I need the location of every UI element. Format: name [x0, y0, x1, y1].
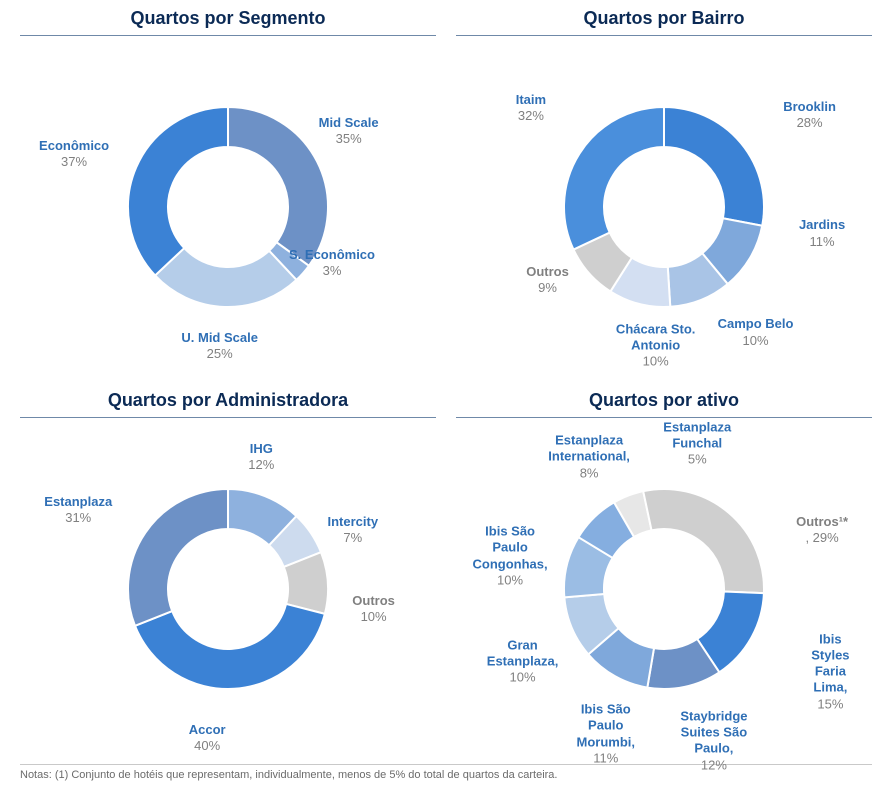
slice-label: IHG12% [248, 441, 274, 474]
slice-label-pct: , 29% [796, 530, 848, 546]
slice-label-name: Econômico [39, 138, 109, 154]
slice-label: Itaim32% [516, 92, 546, 125]
slice-label: Mid Scale35% [319, 115, 379, 148]
slice-label: Gran Estanplaza,10% [487, 637, 559, 686]
slice [664, 107, 764, 226]
slice-label-pct: 9% [526, 280, 569, 296]
slice-label: Campo Belo10% [718, 316, 794, 349]
slice-label: Intercity7% [328, 513, 379, 546]
slice [564, 107, 664, 250]
slice-label-name: Brooklin [783, 98, 836, 114]
slice-label: Staybridge Suites São Paulo,12% [680, 708, 747, 773]
slice-label: Outros10% [352, 593, 395, 626]
slice-label-pct: 37% [39, 154, 109, 170]
slice-label-pct: 10% [616, 354, 695, 370]
panel-admin: Quartos por Administradora IHG12% Interci… [20, 390, 436, 754]
slice-label: Outros¹*, 29% [796, 513, 848, 546]
page: Quartos por Segmento Mid Scale35% S. Econ… [0, 0, 892, 793]
slice-label-pct: 10% [473, 572, 548, 588]
chart-area-admin: IHG12% Intercity7% Outros10% Accor40% Estanp… [20, 424, 436, 754]
slice-label-pct: 15% [810, 696, 852, 712]
slice-label-pct: 31% [44, 510, 112, 526]
slice-label-pct: 3% [289, 263, 375, 279]
slice-label-pct: 25% [181, 346, 258, 362]
slice-label-pct: 10% [352, 609, 395, 625]
slice-label-pct: 11% [799, 233, 845, 249]
slice-label-name: Estanplaza International, [548, 433, 630, 466]
panel-title: Quartos por Bairro [456, 8, 872, 36]
slice [128, 107, 228, 275]
slice-label-name: Outros¹* [796, 513, 848, 529]
slice-label-pct: 11% [577, 750, 636, 766]
slice-label-pct: 5% [663, 452, 731, 468]
slice-label: Accor40% [189, 721, 226, 754]
slice-label: Chácara Sto. Antonio10% [616, 321, 695, 370]
slice-label-name: Ibis São Paulo Congonhas, [473, 524, 548, 573]
slice-label-name: Itaim [516, 92, 546, 108]
slice-label-name: Intercity [328, 513, 379, 529]
slice-label: Estanplaza International,8% [548, 433, 630, 482]
slice-label-name: Accor [189, 721, 226, 737]
slice-label-name: Estanplaza Funchal [663, 419, 731, 452]
slice-label-pct: 12% [248, 457, 274, 473]
donut-ativo [564, 489, 764, 689]
slice-label-name: Outros [526, 263, 569, 279]
slice-label-name: Estanplaza [44, 494, 112, 510]
slice-label: Ibis São Paulo Congonhas,10% [473, 524, 548, 589]
slice-label-name: U. Mid Scale [181, 329, 258, 345]
slice-label-name: IHG [248, 441, 274, 457]
slice-label-name: Chácara Sto. Antonio [616, 321, 695, 354]
slice-label-name: Campo Belo [718, 316, 794, 332]
slice-label: Estanplaza Funchal5% [663, 419, 731, 468]
slice-label: Jardins11% [799, 217, 845, 250]
slice-label: U. Mid Scale25% [181, 329, 258, 362]
slice-label: Outros9% [526, 263, 569, 296]
slice-label-name: Staybridge Suites São Paulo, [680, 708, 747, 757]
slice-label: S. Econômico3% [289, 247, 375, 280]
slice-label: Ibis Styles Faria Lima,15% [810, 631, 852, 712]
slice-label: Brooklin28% [783, 98, 836, 131]
slice-label-name: Ibis Styles Faria Lima, [810, 631, 852, 696]
slice-label: Estanplaza31% [44, 494, 112, 527]
slice-label-pct: 28% [783, 115, 836, 131]
donut-admin [128, 489, 328, 689]
chart-grid: Quartos por Segmento Mid Scale35% S. Econ… [20, 8, 872, 754]
slice-label-pct: 8% [548, 465, 630, 481]
slice-label-pct: 35% [319, 131, 379, 147]
slice-label-name: Mid Scale [319, 115, 379, 131]
chart-area-segmento: Mid Scale35% S. Econômico3% U. Mid Scale25… [20, 42, 436, 372]
slice-label-pct: 10% [718, 332, 794, 348]
chart-area-bairro: Brooklin28%Jardins11%Campo Belo10%Chácar… [456, 42, 872, 372]
slice-label-pct: 40% [189, 738, 226, 754]
chart-area-ativo: Estanplaza Funchal5%Outros¹*, 29%Ibis St… [456, 424, 872, 754]
slice-label-name: S. Econômico [289, 247, 375, 263]
slice-label-pct: 7% [328, 530, 379, 546]
slice-label-pct: 12% [680, 757, 747, 773]
slice-label-name: Jardins [799, 217, 845, 233]
panel-ativo: Quartos por ativo Estanplaza Funchal5% Ou… [456, 390, 872, 754]
slice-label-name: Gran Estanplaza, [487, 637, 559, 670]
slice-label-pct: 10% [487, 670, 559, 686]
slice [228, 107, 328, 266]
slice [135, 604, 325, 689]
donut-bairro [564, 107, 764, 307]
panel-title: Quartos por Segmento [20, 8, 436, 36]
panel-segmento: Quartos por Segmento Mid Scale35% S. Econ… [20, 8, 436, 372]
slice [643, 489, 764, 593]
panel-title: Quartos por Administradora [20, 390, 436, 418]
slice-label-name: Ibis São Paulo Morumbi, [577, 702, 636, 751]
slice-label-name: Outros [352, 593, 395, 609]
panel-title: Quartos por ativo [456, 390, 872, 418]
slice-label-pct: 32% [516, 108, 546, 124]
slice [128, 489, 228, 626]
slice-label: Econômico37% [39, 138, 109, 171]
panel-bairro: Quartos por Bairro Brooklin28% Jardins11%… [456, 8, 872, 372]
slice-label: Ibis São Paulo Morumbi,11% [577, 702, 636, 767]
